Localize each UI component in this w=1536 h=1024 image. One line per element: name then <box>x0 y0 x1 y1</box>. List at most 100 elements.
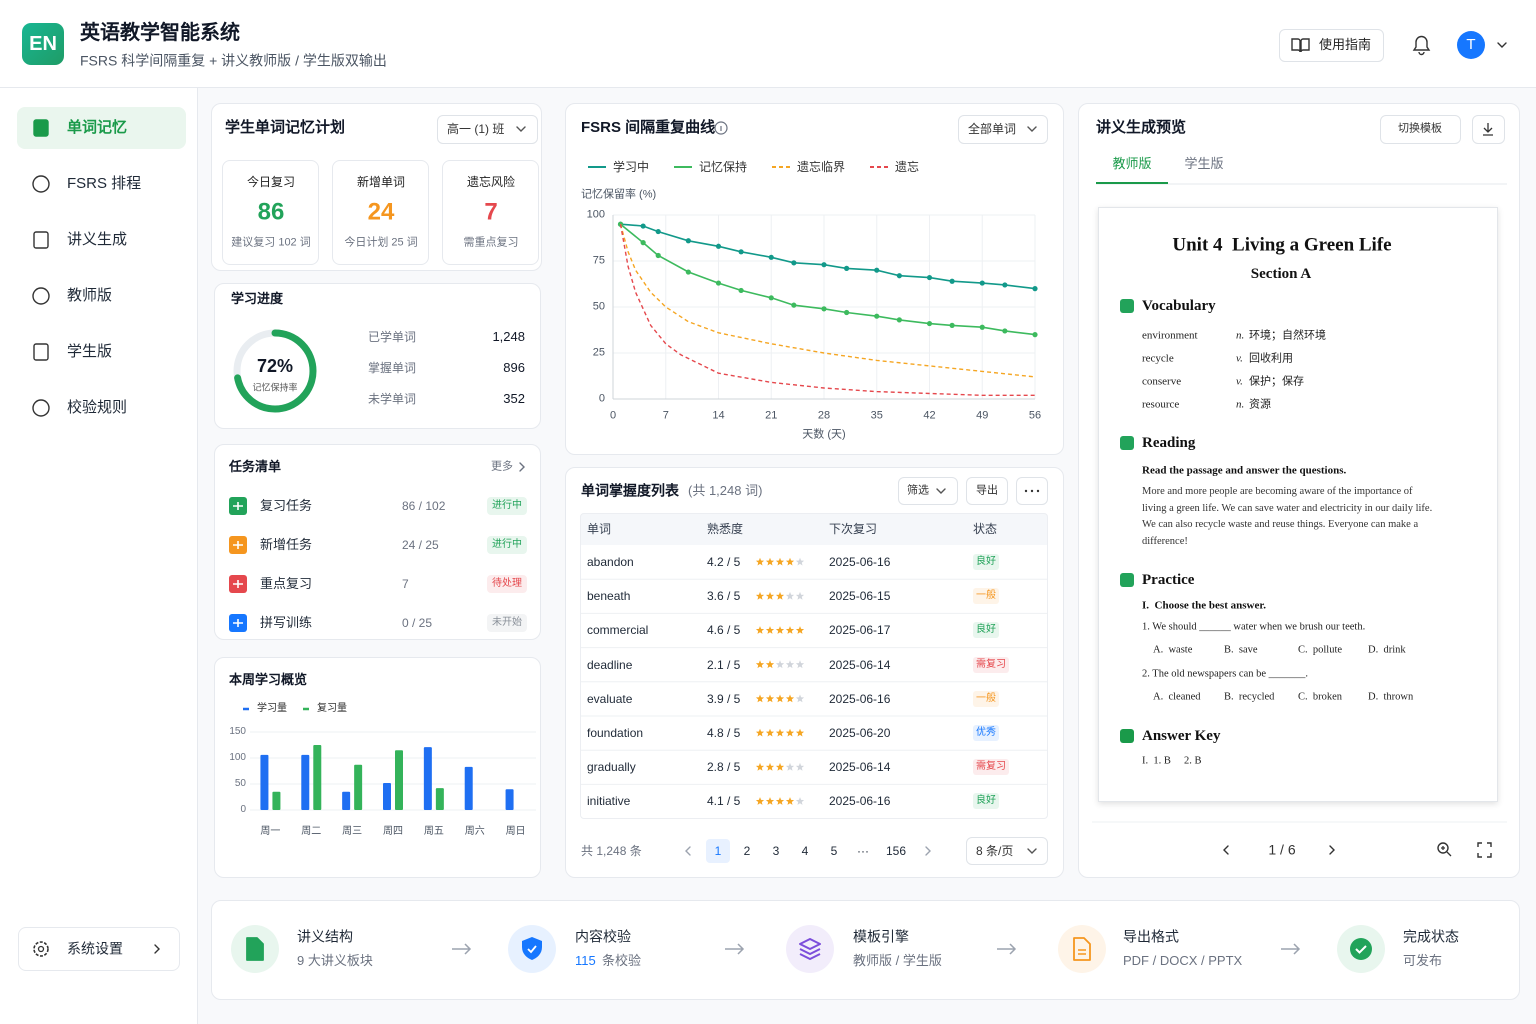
nav-label: 教师版 <box>67 287 113 304</box>
score-cell: 3.9 / 5 <box>707 691 741 706</box>
ring-caption: 记忆保持率 <box>252 382 298 393</box>
question-option: D. thrown <box>1368 691 1414 703</box>
guide-text: 使用指南 <box>1319 37 1372 53</box>
question-option: A. waste <box>1153 644 1193 656</box>
y-tick-label: 25 <box>592 346 605 359</box>
score-cell: 4.1 / 5 <box>707 794 741 809</box>
page-number[interactable]: 2 <box>743 843 751 858</box>
status-cell: 需复习 <box>976 761 1006 773</box>
y-tick-label: 75 <box>592 254 605 267</box>
page-size-text: 8 条/页 <box>976 843 1014 858</box>
x-tick-label: 28 <box>817 409 831 422</box>
status-badge <box>973 622 999 639</box>
x-tick-label: 周二 <box>301 826 322 837</box>
column-header: 熟悉度 <box>707 521 744 536</box>
weekly-card <box>214 657 541 878</box>
status-cell: 良好 <box>976 624 996 636</box>
question-option: C. broken <box>1298 691 1343 703</box>
stat-value: 24 <box>367 198 395 226</box>
nav-label: FSRS 排程 <box>67 175 142 192</box>
tab[interactable]: 学生版 <box>1184 156 1224 172</box>
date-cell: 2025-06-17 <box>829 623 891 638</box>
tab[interactable]: 教师版 <box>1112 156 1152 172</box>
vocab-pos: v. <box>1236 352 1243 365</box>
step-detail: 教师版 / 学生版 <box>853 953 942 969</box>
stat-note: 今日计划 25 词 <box>344 236 418 249</box>
stat-value: 7 <box>484 198 498 226</box>
page-number[interactable]: 156 <box>885 843 907 858</box>
x-tick-label: 7 <box>662 409 669 422</box>
vocab-meaning: 回收利用 <box>1249 352 1293 365</box>
stat-value: 86 <box>257 198 285 226</box>
step-title: 导出格式 <box>1123 928 1179 945</box>
nav-label: 学生版 <box>67 343 113 360</box>
chart-title: FSRS 间隔重复曲线 <box>581 119 716 136</box>
task-name: 重点复习 <box>260 576 313 592</box>
vocab-meaning: 保护；保存 <box>1249 375 1304 388</box>
stat-box <box>222 160 319 265</box>
chart-title: 本周学习概览 <box>229 672 308 688</box>
task-status: 待处理 <box>492 578 522 589</box>
score-cell: 4.8 / 5 <box>707 725 741 740</box>
vocab-word: recycle <box>1142 352 1174 365</box>
page-number[interactable]: ··· <box>857 843 869 858</box>
reading-instruction: Read the passage and answer the question… <box>1142 464 1347 477</box>
page-number[interactable]: 1 <box>714 843 722 858</box>
table-total: 共 1,248 条 <box>581 843 642 858</box>
x-tick-label: 周五 <box>423 826 444 837</box>
word-cell: initiative <box>587 794 631 809</box>
step-title: 内容校验 <box>575 928 631 945</box>
more-link[interactable]: 更多 <box>491 460 513 473</box>
doc-heading: Answer Key <box>1142 728 1221 744</box>
card-title: 任务清单 <box>229 459 282 475</box>
date-cell: 2025-06-14 <box>829 657 891 672</box>
page-number[interactable]: 5 <box>830 843 838 858</box>
logo-text: EN <box>29 33 57 55</box>
vocab-pos: n. <box>1236 398 1245 411</box>
vocab-word: resource <box>1142 398 1180 411</box>
progress-row-value: 1,248 <box>492 329 525 345</box>
doc-unit-title: Unit 4 Living a Green Life <box>1172 234 1392 256</box>
date-cell: 2025-06-16 <box>829 554 891 569</box>
status-badge <box>487 497 527 515</box>
y-tick-label: 50 <box>234 778 246 789</box>
stat-note: 需重点复习 <box>463 236 519 249</box>
vocab-meaning: 环境；自然环境 <box>1249 329 1326 342</box>
score-cell: 4.6 / 5 <box>707 623 741 638</box>
task-progress: 86 / 102 <box>402 498 446 513</box>
date-cell: 2025-06-16 <box>829 691 891 706</box>
legend-label: 记忆保持 <box>699 159 748 174</box>
template-switch-button[interactable] <box>1380 115 1461 144</box>
step-title: 模板引擎 <box>853 928 909 945</box>
legend-label: 学习量 <box>257 703 287 714</box>
legend-label: 遗忘 <box>895 159 920 174</box>
word-cell: evaluate <box>587 691 633 706</box>
y-tick-label: 0 <box>240 804 246 815</box>
template-switch-text: 切换模板 <box>1398 122 1442 135</box>
vocab-word: conserve <box>1142 375 1182 388</box>
y-tick-label: 150 <box>229 726 246 737</box>
date-cell: 2025-06-16 <box>829 794 891 809</box>
export-button[interactable] <box>966 477 1008 505</box>
page-number[interactable]: 4 <box>801 843 809 858</box>
stat-label: 新增单词 <box>356 174 406 189</box>
nav-label: 讲义生成 <box>67 231 128 248</box>
doc-section: Section A <box>1250 266 1312 282</box>
word-cell: beneath <box>587 588 631 603</box>
status-badge <box>487 536 527 554</box>
stat-note: 建议复习 102 词 <box>231 236 311 249</box>
task-status: 未开始 <box>492 617 522 628</box>
word-cell: foundation <box>587 725 644 740</box>
status-badge <box>487 614 527 632</box>
filter-button[interactable] <box>898 477 958 505</box>
status-cell: 优秀 <box>976 727 996 738</box>
status-badge <box>973 690 999 707</box>
step-title: 讲义结构 <box>297 928 353 945</box>
page-number[interactable]: 3 <box>772 843 780 858</box>
status-cell: 良好 <box>976 795 996 807</box>
document-page <box>1098 207 1498 802</box>
status-badge <box>973 793 999 810</box>
x-tick-label: 周三 <box>342 826 363 837</box>
